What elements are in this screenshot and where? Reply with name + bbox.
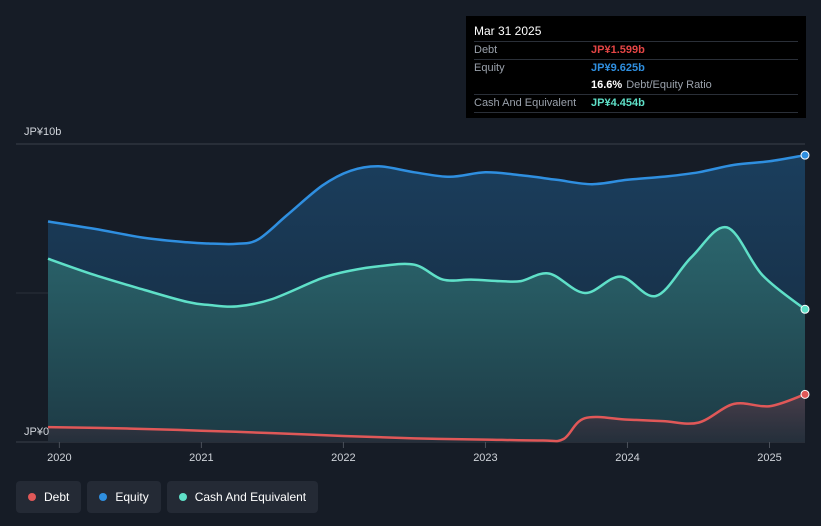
legend-label-debt: Debt bbox=[44, 490, 70, 504]
equity-endpoint[interactable] bbox=[800, 150, 810, 160]
cash-dot-icon bbox=[178, 493, 187, 501]
cash-and-equivalent-area bbox=[48, 227, 805, 442]
legend: Debt Equity Cash And Equivalent bbox=[16, 481, 319, 513]
tooltip-ratio-label: Debt/Equity Ratio bbox=[626, 79, 712, 91]
debt-area bbox=[48, 394, 805, 442]
tooltip-ratio-row: 16.6% Debt/Equity Ratio bbox=[474, 77, 798, 94]
tooltip-equity-value: JP¥9.625b bbox=[591, 62, 645, 74]
tooltip-cash-value: JP¥4.454b bbox=[591, 97, 645, 109]
tooltip: Mar 31 2025 Debt JP¥1.599b Equity JP¥9.6… bbox=[466, 16, 806, 118]
tooltip-date: Mar 31 2025 bbox=[474, 24, 542, 38]
y-axis-top-label: JP¥10b bbox=[24, 126, 61, 138]
tooltip-cash-label: Cash And Equivalent bbox=[474, 97, 577, 109]
legend-label-equity: Equity bbox=[115, 490, 149, 504]
tooltip-cash-row: Cash And Equivalent JP¥4.454b bbox=[474, 94, 798, 113]
y-axis-bottom-label: JP¥0 bbox=[24, 426, 49, 438]
tooltip-debt-row: Debt JP¥1.599b bbox=[474, 41, 798, 59]
cash-and-equivalent-endpoint[interactable] bbox=[800, 304, 810, 314]
x-tick-label: 2025 bbox=[757, 452, 781, 464]
equity-dot-icon bbox=[99, 493, 108, 501]
tooltip-debt-value: JP¥1.599b bbox=[591, 44, 645, 56]
tooltip-ratio-value: 16.6% bbox=[591, 79, 623, 91]
debt-dot-icon bbox=[28, 493, 36, 501]
x-tick-label: 2021 bbox=[189, 452, 213, 464]
debt-line bbox=[47, 393, 806, 443]
legend-label-cash: Cash And Equivalent bbox=[194, 490, 307, 504]
legend-item-debt[interactable]: Debt bbox=[16, 481, 82, 513]
cash-and-equivalent-line bbox=[47, 226, 806, 311]
tooltip-equity-label: Equity bbox=[474, 62, 505, 74]
equity-line bbox=[47, 153, 806, 246]
x-tick-label: 2020 bbox=[47, 452, 71, 464]
legend-item-cash[interactable]: Cash And Equivalent bbox=[166, 481, 319, 513]
legend-item-equity[interactable]: Equity bbox=[87, 481, 161, 513]
debt-endpoint[interactable] bbox=[800, 389, 810, 399]
tooltip-equity-row: Equity JP¥9.625b bbox=[474, 59, 798, 77]
x-tick-label: 2022 bbox=[331, 452, 355, 464]
x-tick-label: 2024 bbox=[615, 452, 639, 464]
x-tick-label: 2023 bbox=[473, 452, 497, 464]
tooltip-debt-label: Debt bbox=[474, 44, 498, 56]
